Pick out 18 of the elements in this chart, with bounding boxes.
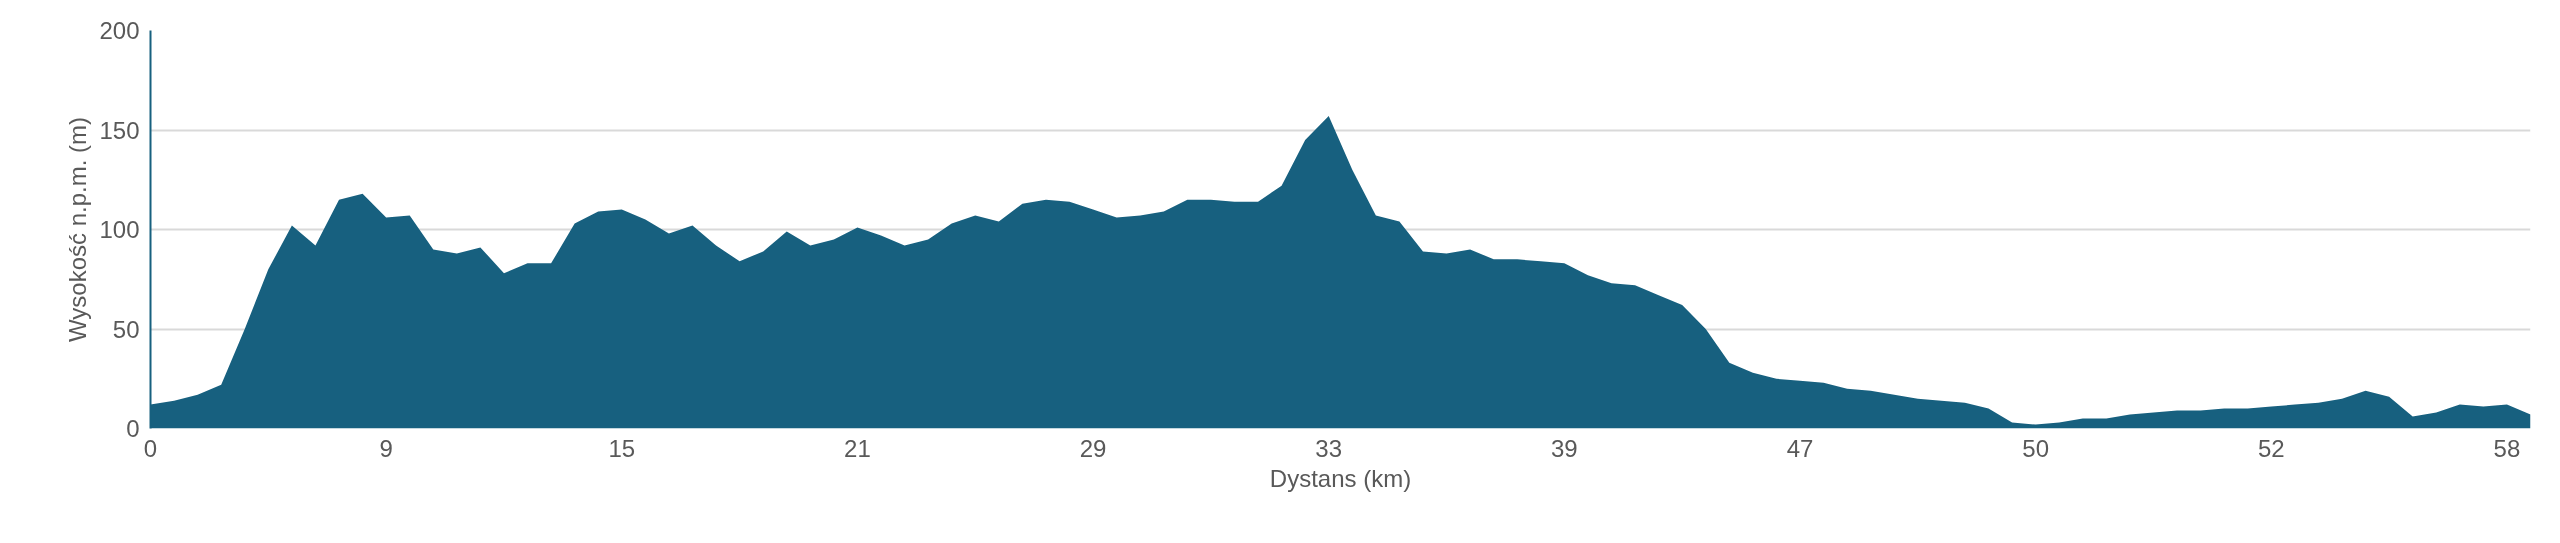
y-tick-label: 100: [99, 216, 140, 243]
x-tick-label: 58: [2493, 434, 2521, 462]
y-tick-label: 50: [112, 315, 140, 343]
x-tick-label: 21: [844, 434, 871, 462]
y-tick-label: 200: [99, 17, 140, 44]
x-tick-label: 33: [1315, 434, 1343, 462]
y-tick-label: 150: [99, 116, 140, 144]
x-tick-label: 39: [1551, 434, 1578, 462]
x-tick-label: 9: [379, 434, 393, 462]
y-axis-title: Wysokość n.p.m. (m): [64, 116, 92, 343]
x-tick-label: 29: [1079, 434, 1107, 462]
x-axis-title: Dystans (km): [1269, 464, 1412, 492]
x-tick-label: 47: [1786, 434, 1814, 462]
x-tick-label: 52: [2257, 434, 2285, 462]
x-tick-label: 50: [2022, 434, 2049, 462]
y-tick-label: 0: [126, 415, 140, 442]
x-tick-label: 15: [608, 434, 636, 462]
x-tick-label: 0: [143, 434, 158, 462]
